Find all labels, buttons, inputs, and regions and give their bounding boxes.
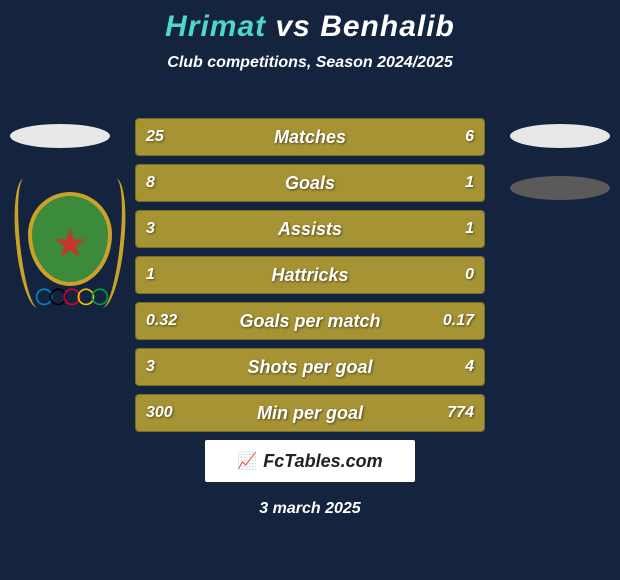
stats-bars: 256Matches 81Goals 31Assists 10Hattricks 0.3… — [135, 118, 485, 440]
stat-label: Assists — [136, 211, 484, 247]
stat-row: 300774Min per goal — [135, 394, 485, 432]
ring-2-icon: ◯ — [49, 286, 63, 306]
stat-label: Matches — [136, 119, 484, 155]
ring-4-icon: ◯ — [77, 286, 91, 306]
stat-label: Goals — [136, 165, 484, 201]
player2-name: Benhalib — [320, 10, 455, 43]
ring-5-icon: ◯ — [91, 286, 105, 306]
logo-text: FcTables.com — [263, 451, 382, 472]
ring-1-icon: ◯ — [35, 286, 49, 306]
comparison-card: Hrimat vs Benhalib Club competitions, Se… — [0, 0, 620, 580]
subtitle: Club competitions, Season 2024/2025 — [0, 54, 620, 72]
stat-row: 10Hattricks — [135, 256, 485, 294]
star-icon: ★ — [20, 224, 120, 264]
page-title: Hrimat vs Benhalib — [0, 0, 620, 44]
player1-name: Hrimat — [165, 10, 266, 43]
stat-label: Min per goal — [136, 395, 484, 431]
club-crest: ★ ◯◯◯◯◯ — [20, 178, 120, 308]
olympic-rings-icon: ◯◯◯◯◯ — [20, 286, 120, 306]
team-badge-right-placeholder-1 — [510, 124, 610, 148]
stat-label: Goals per match — [136, 303, 484, 339]
stat-row: 81Goals — [135, 164, 485, 202]
chart-icon: 📈 — [237, 451, 257, 471]
ring-3-icon: ◯ — [63, 286, 77, 306]
stat-label: Shots per goal — [136, 349, 484, 385]
source-logo: 📈 FcTables.com — [205, 440, 415, 482]
vs-text: vs — [275, 10, 310, 43]
stat-label: Hattricks — [136, 257, 484, 293]
stat-row: 0.320.17Goals per match — [135, 302, 485, 340]
team-badge-right-placeholder-2 — [510, 176, 610, 200]
date: 3 march 2025 — [0, 500, 620, 518]
stat-row: 256Matches — [135, 118, 485, 156]
team-badge-left-placeholder — [10, 124, 110, 148]
stat-row: 31Assists — [135, 210, 485, 248]
stat-row: 34Shots per goal — [135, 348, 485, 386]
